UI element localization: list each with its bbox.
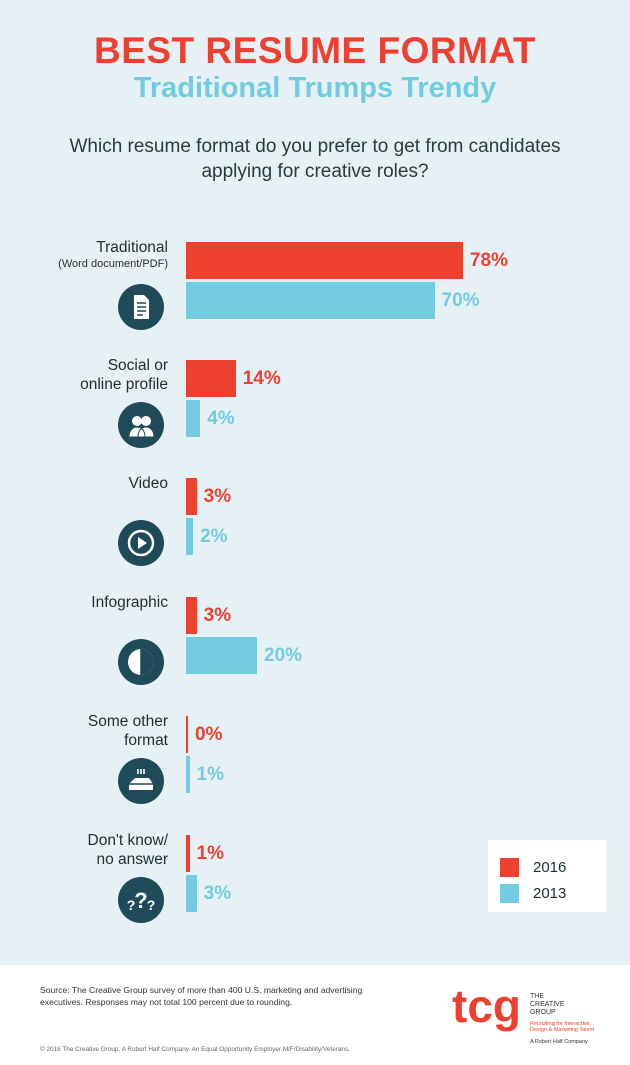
value-label-don-t-know-no-answer-2016: 1% xyxy=(196,843,225,864)
bar-video-2016 xyxy=(186,478,197,515)
category-label-line: no answer xyxy=(96,851,168,868)
page-title: BEST RESUME FORMAT xyxy=(93,30,537,71)
legend-swatch-2013 xyxy=(500,883,519,903)
svg-text:?: ? xyxy=(147,897,156,913)
bar-video-2013 xyxy=(186,518,194,555)
value-label-social-or-online-profile-2013: 4% xyxy=(207,408,235,429)
legend-item-2016: 2016 xyxy=(500,857,566,877)
bar-traditional-2016 xyxy=(186,242,463,279)
category-label-line: Infographic xyxy=(91,594,168,611)
chart-legend: 2016 2013 xyxy=(488,840,606,912)
logo-tagline-2: Design & Marketing Talent xyxy=(530,1027,595,1033)
logo-tagline-1: Recruiting for Interactive, xyxy=(530,1021,592,1027)
value-label-infographic-2013: 20% xyxy=(264,645,303,666)
people-icon xyxy=(118,402,164,448)
bar-infographic-2016 xyxy=(186,597,197,634)
category-label-video: Video xyxy=(129,474,168,493)
category-label-line: Don't know/ xyxy=(87,832,169,849)
value-label-traditional-2013: 70% xyxy=(441,290,480,311)
bar-infographic-2013 xyxy=(186,637,257,674)
value-label-traditional-2016: 78% xyxy=(469,250,508,271)
category-label-some-other-format: Some other format xyxy=(88,712,168,750)
bar-don-t-know-no-answer-2016 xyxy=(186,835,190,872)
bar-some-other-format-2013 xyxy=(186,756,190,793)
logo-name-1: THE xyxy=(530,993,544,1000)
value-label-video-2016: 3% xyxy=(203,486,232,507)
bar-some-other-format-2016 xyxy=(186,716,188,753)
svg-text:?: ? xyxy=(127,897,136,913)
bar-social-or-online-profile-2016 xyxy=(186,360,236,397)
survey-question: Which resume format do you prefer to get… xyxy=(69,136,561,182)
category-label-line: online profile xyxy=(80,376,168,393)
category-label-line: Some other xyxy=(87,713,168,730)
category-label-line: Social or xyxy=(107,357,168,374)
category-label-traditional: Traditional (Word document/PDF) xyxy=(58,238,168,271)
category-label-infographic: Infographic xyxy=(91,593,168,612)
svg-text:?: ? xyxy=(134,888,147,913)
document-icon xyxy=(118,284,164,330)
page-subtitle: Traditional Trumps Trendy xyxy=(133,72,497,104)
logo-name-2: CREATIVE xyxy=(530,1001,565,1008)
category-label-line: format xyxy=(124,732,168,749)
logo-letters: tcg xyxy=(452,982,521,1032)
question-icon: ??? xyxy=(118,877,164,923)
category-label-don-t-know-no-answer: Don't know/no answer xyxy=(88,831,169,869)
value-label-infographic-2016: 3% xyxy=(203,605,232,626)
copyright-note: © 2016 The Creative Group. A Robert Half… xyxy=(40,1046,350,1053)
value-label-don-t-know-no-answer-2013: 3% xyxy=(203,883,232,904)
tcg-logo-mark: tcg xyxy=(452,982,521,1032)
legend-label-2013: 2013 xyxy=(533,884,567,902)
legend-label-2016: 2016 xyxy=(533,858,567,876)
bar-social-or-online-profile-2013 xyxy=(186,400,201,437)
scanner-icon xyxy=(118,758,164,804)
legend-item-2013: 2013 xyxy=(500,883,566,903)
legend-swatch-2016 xyxy=(500,857,519,877)
value-label-some-other-format-2016: 0% xyxy=(195,724,223,745)
category-label-line: Video xyxy=(128,475,168,492)
bar-traditional-2013 xyxy=(186,282,435,319)
category-sublabel: (Word document/PDF) xyxy=(58,258,168,270)
infographic-canvas: BEST RESUME FORMAT Traditional Trumps Tr… xyxy=(0,0,630,965)
logo-parent: A Robert Half Company xyxy=(530,1039,588,1045)
source-note: Source: The Creative Group survey of mor… xyxy=(40,985,363,1007)
value-label-social-or-online-profile-2016: 14% xyxy=(242,368,281,389)
play-icon xyxy=(118,520,164,566)
logo-name-3: GROUP xyxy=(530,1009,556,1016)
category-label-social-or-online-profile: Social or online profile xyxy=(80,356,168,394)
pie-icon xyxy=(118,639,164,685)
value-label-video-2013: 2% xyxy=(200,526,228,547)
category-label-line: Traditional xyxy=(96,239,168,256)
bar-don-t-know-no-answer-2013 xyxy=(186,875,197,912)
value-label-some-other-format-2013: 1% xyxy=(196,764,225,785)
